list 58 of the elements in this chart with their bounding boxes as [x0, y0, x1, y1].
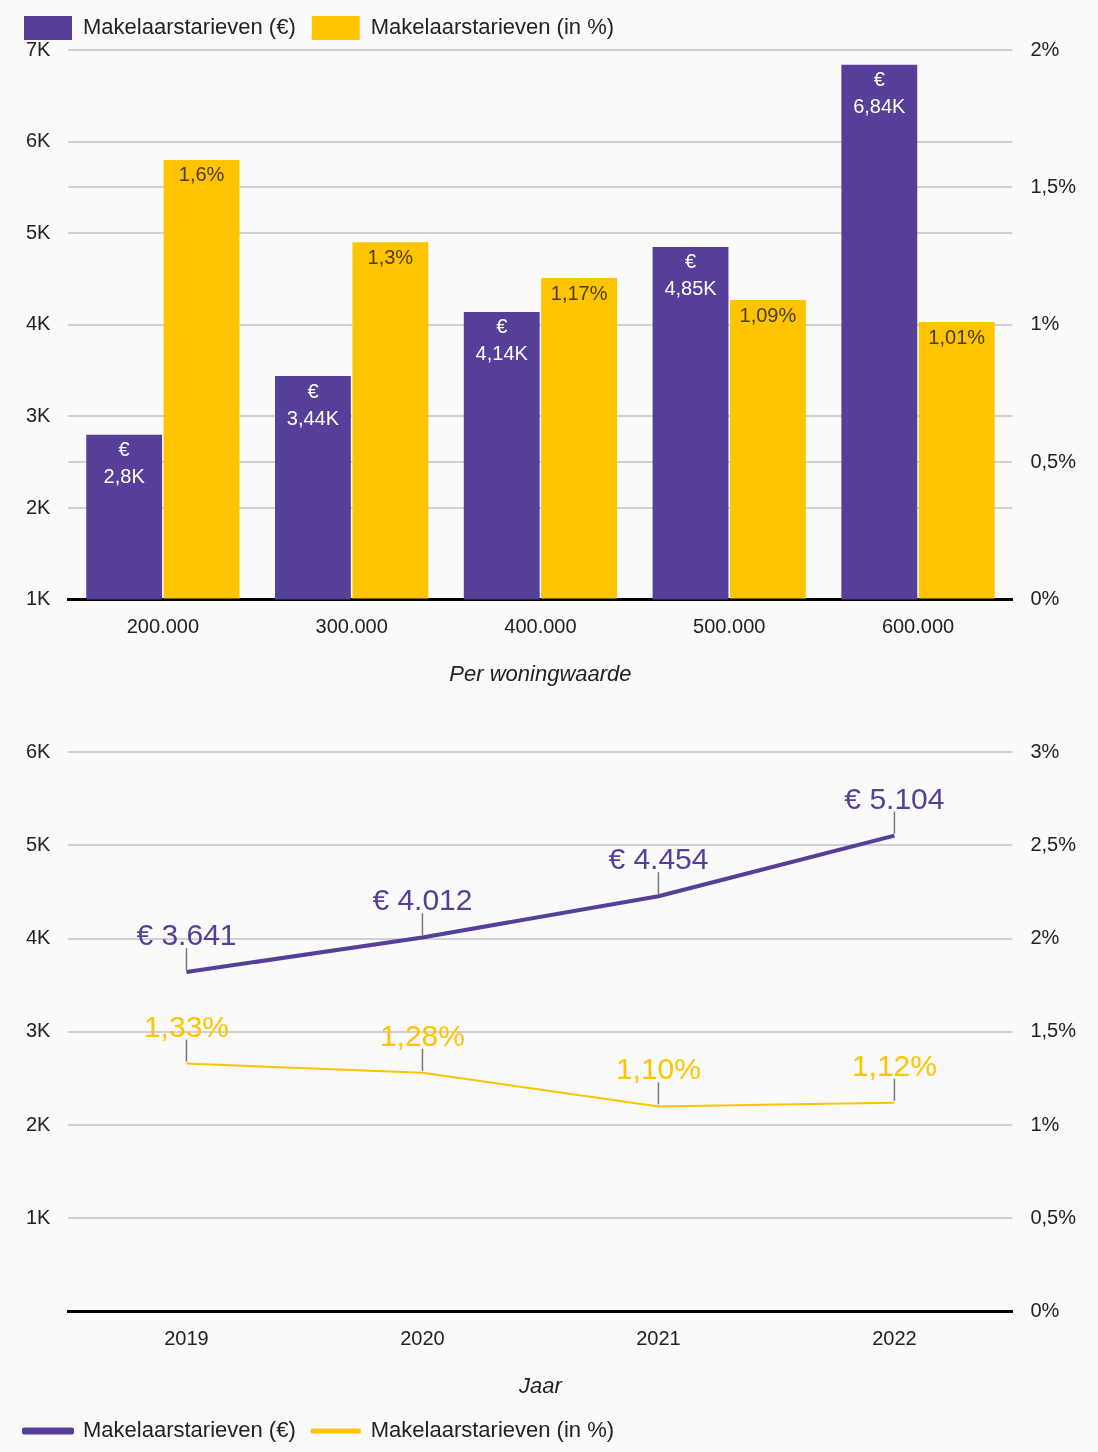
data-label: 1,28% — [379, 1018, 465, 1052]
data-label: € 5.104 — [844, 781, 945, 815]
x-axis-title: Jaar — [518, 1372, 564, 1398]
y2-tick-label: 0% — [1030, 587, 1060, 610]
data-label: 1,01% — [928, 325, 986, 348]
x-tick-label: 200.000 — [126, 615, 200, 638]
x-tick-label: 2022 — [872, 1327, 917, 1350]
y2-tick-label: 1% — [1030, 1112, 1060, 1135]
y-tick-label: 3K — [25, 1019, 52, 1042]
data-label: 1,6% — [178, 163, 225, 186]
x-tick-label: 2020 — [400, 1327, 445, 1350]
y-tick-label: 2K — [25, 1112, 52, 1135]
y-tick-label: 1K — [25, 587, 52, 610]
data-label: 1,3% — [367, 245, 414, 268]
y2-tick-label: 0,5% — [1030, 449, 1077, 472]
data-label: € 3,44K — [286, 379, 340, 429]
data-label: 1,12% — [851, 1048, 937, 1082]
y-tick-label: 4K — [25, 926, 52, 949]
data-label: 1,33% — [143, 1009, 229, 1043]
y-tick-label: 5K — [25, 220, 52, 243]
legend-label: Makelaarstarieven (€) — [83, 1417, 296, 1443]
y-tick-label: 4K — [25, 312, 52, 335]
x-tick-label: 600.000 — [881, 615, 955, 638]
y-tick-label: 5K — [25, 832, 52, 855]
data-label: € 6,84K — [853, 68, 907, 118]
data-label: 1,09% — [739, 303, 797, 326]
legend-label: Makelaarstarieven (in %) — [370, 1417, 615, 1443]
data-label: € 2,8K — [103, 438, 146, 488]
data-label: 1,10% — [615, 1052, 701, 1086]
x-tick-label: 500.000 — [693, 615, 766, 638]
y-tick-label: 6K — [25, 129, 52, 152]
y2-tick-label: 0,5% — [1030, 1205, 1077, 1228]
x-tick-label: 400.000 — [504, 615, 577, 638]
x-tick-label: 300.000 — [315, 615, 388, 638]
x-axis-title: Per woningwaarde — [449, 660, 632, 686]
legend-label: Makelaarstarieven (€) — [83, 14, 296, 40]
y2-tick-label: 3% — [1030, 739, 1060, 762]
data-label: € 4.012 — [372, 883, 473, 917]
y2-tick-label: 2% — [1030, 926, 1060, 949]
data-label: € 4.454 — [608, 842, 709, 876]
y-tick-label: 1K — [25, 1205, 52, 1228]
y2-tick-label: 1,5% — [1030, 174, 1077, 197]
data-label: € 3.641 — [136, 918, 237, 952]
x-tick-label: 2021 — [636, 1327, 681, 1350]
y2-tick-label: 2,5% — [1030, 832, 1077, 855]
y2-tick-label: 1% — [1030, 312, 1060, 335]
y-tick-label: 3K — [25, 403, 52, 426]
legend-label: Makelaarstarieven (in %) — [370, 14, 615, 40]
data-label: € 4,14K — [475, 315, 529, 365]
x-tick-label: 2019 — [164, 1327, 209, 1350]
data-label: € 4,85K — [664, 250, 718, 300]
y2-tick-label: 0% — [1030, 1299, 1060, 1322]
y2-tick-label: 2% — [1030, 37, 1060, 60]
y2-tick-label: 1,5% — [1030, 1019, 1077, 1042]
data-label: 1,17% — [550, 281, 608, 304]
y-tick-label: 6K — [25, 739, 52, 762]
y-tick-label: 7K — [25, 37, 52, 60]
y-tick-label: 2K — [25, 495, 52, 518]
